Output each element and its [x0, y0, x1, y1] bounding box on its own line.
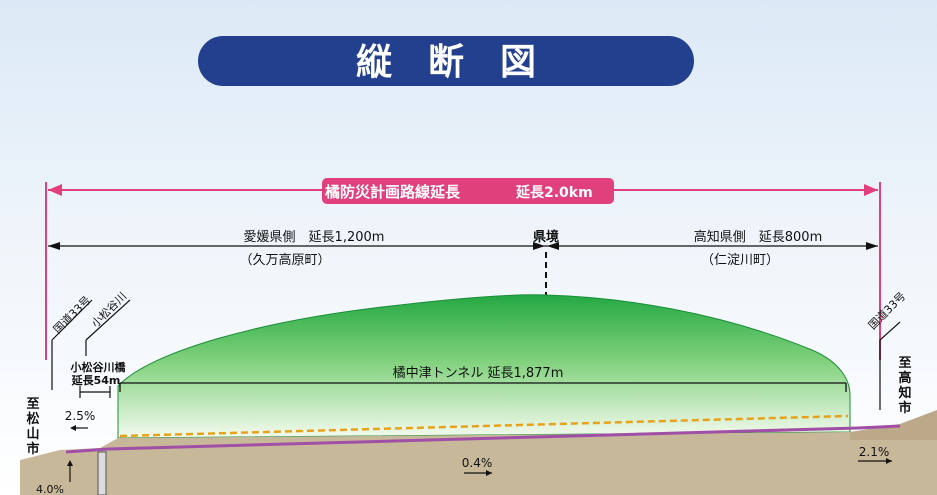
route-label: 橘防災計画路線延長	[324, 183, 461, 201]
prefecture-border-label: 県境	[533, 229, 559, 245]
route33-right-label: 国道33号	[865, 289, 908, 332]
ehime-town: （久万高原町）	[239, 252, 330, 268]
ground-right-slope	[850, 410, 937, 440]
ground	[20, 420, 937, 495]
tunnel-label: 橘中津トンネル 延長1,877m	[393, 365, 564, 381]
bridge-pier	[97, 451, 107, 495]
bridge-name: 小松谷川橋	[70, 360, 127, 374]
mountain	[117, 294, 851, 439]
dest-right: 至高知市	[898, 356, 911, 416]
grade-middle-arrowhead	[486, 470, 492, 476]
grade-left-b: 4.0%	[36, 483, 64, 495]
page-title: 縦 断 図	[356, 42, 536, 83]
route-length: 延長2.0km	[515, 184, 593, 201]
route-arrow-left	[48, 184, 62, 196]
grade-left-a-arrowhead	[70, 425, 76, 431]
route-arrow-right	[864, 184, 878, 196]
title-banner	[198, 36, 694, 86]
kochi-label: 高知県側 延長800m	[694, 229, 822, 245]
river-label: 小松谷川	[88, 289, 129, 330]
route33-right-slant	[879, 321, 901, 341]
route33-left-label: 国道33号	[50, 293, 93, 336]
grade-left-a: 2.5%	[65, 409, 96, 423]
dim-arrow-right	[866, 242, 878, 250]
dim-arrow-mid-left	[533, 242, 545, 250]
grade-left-b-arrowhead	[67, 460, 73, 466]
grade-middle: 0.4%	[462, 456, 493, 470]
bridge-length: 延長54m	[71, 373, 121, 387]
dim-arrow-left	[48, 242, 60, 250]
tunnel-crown-line	[119, 414, 849, 438]
dest-left: 至松山市	[26, 397, 39, 457]
river-slant	[85, 299, 131, 341]
kochi-town: （仁淀川町）	[701, 253, 779, 268]
road-line-right	[857, 424, 901, 430]
ehime-label: 愛媛県側 延長1,200m	[244, 230, 385, 245]
route33-left-slant	[51, 299, 93, 341]
road-line-main	[107, 426, 859, 451]
grade-right-arrowhead	[886, 458, 892, 464]
route-label-box	[322, 178, 614, 204]
road-line	[65, 447, 109, 454]
dim-arrow-mid-right	[547, 242, 559, 250]
grade-right: 2.1%	[859, 445, 890, 459]
